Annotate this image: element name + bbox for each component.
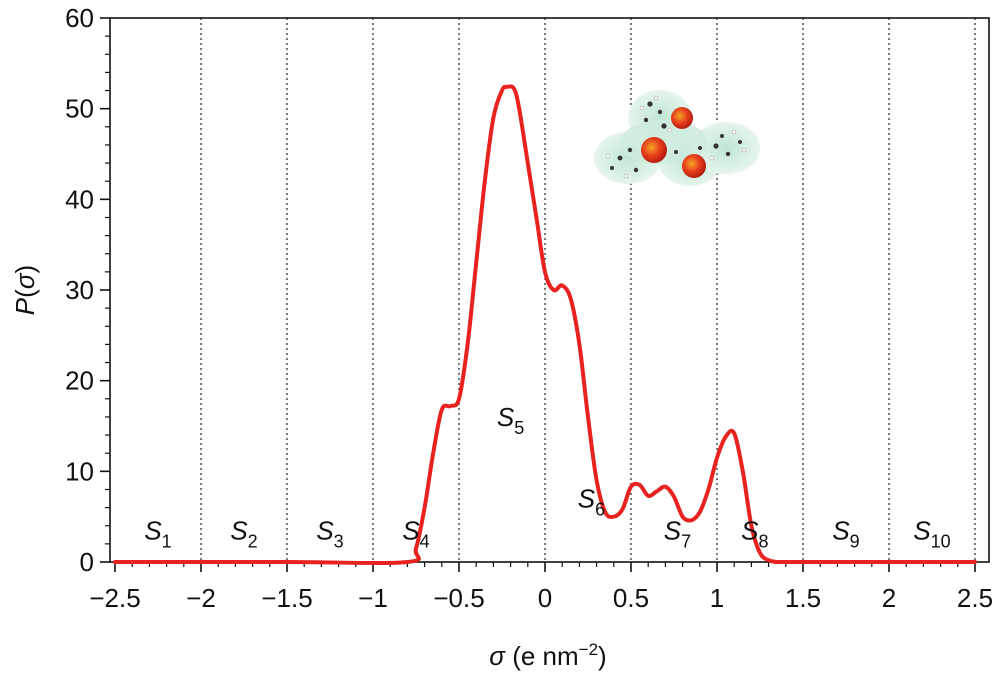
- x-tick-label: −1: [358, 583, 388, 613]
- y-tick-label: 60: [65, 3, 94, 33]
- segment-label: S7: [664, 515, 691, 551]
- y-tick-label: 50: [65, 94, 94, 124]
- x-tick-label: 0: [538, 583, 552, 613]
- y-tick-label: 0: [80, 547, 94, 577]
- segment-label: S4: [402, 515, 429, 551]
- x-tick-label: −1.5: [261, 583, 312, 613]
- segment-label: S1: [144, 515, 171, 551]
- y-tick-label: 40: [65, 184, 94, 214]
- x-tick-label: −2: [186, 583, 216, 613]
- segment-label: S8: [741, 515, 768, 551]
- segment-label: S2: [230, 515, 257, 551]
- x-tick-label: 2.5: [957, 583, 993, 613]
- axis-ticks: [100, 17, 976, 572]
- y-tick-label: 30: [65, 275, 94, 305]
- segment-label: S10: [913, 515, 950, 551]
- molecule-surface-image: [594, 90, 760, 186]
- x-tick-label: 1: [710, 583, 724, 613]
- segment-label: S5: [497, 402, 524, 438]
- vertical-grid-lines: [200, 18, 976, 562]
- sigma-profile-line: [113, 84, 977, 566]
- segment-label: S6: [578, 484, 605, 520]
- x-axis-title: σ (e nm−2): [489, 640, 606, 671]
- segment-label: S9: [832, 515, 859, 551]
- segment-label: S3: [316, 515, 343, 551]
- x-tick-label: 2: [882, 583, 896, 613]
- y-tick-label: 20: [65, 366, 94, 396]
- y-tick-label: 10: [65, 456, 94, 486]
- x-tick-label: 0.5: [613, 583, 649, 613]
- x-tick-label: −0.5: [433, 583, 484, 613]
- plot-frame: [109, 17, 990, 563]
- y-axis-title: P(σ): [10, 265, 40, 315]
- x-tick-label: 1.5: [785, 583, 821, 613]
- tick-labels: −2.5 −2 −1.5 −1 −0.5 0 0.5 1 1.5 2 2.5 0 10 20 30 40 50 6…: [65, 3, 993, 613]
- segment-labels: S1 S2 S3 S4 S5 S6 S7 S8 S9 S10: [144, 402, 950, 551]
- x-tick-label: −2.5: [89, 583, 140, 613]
